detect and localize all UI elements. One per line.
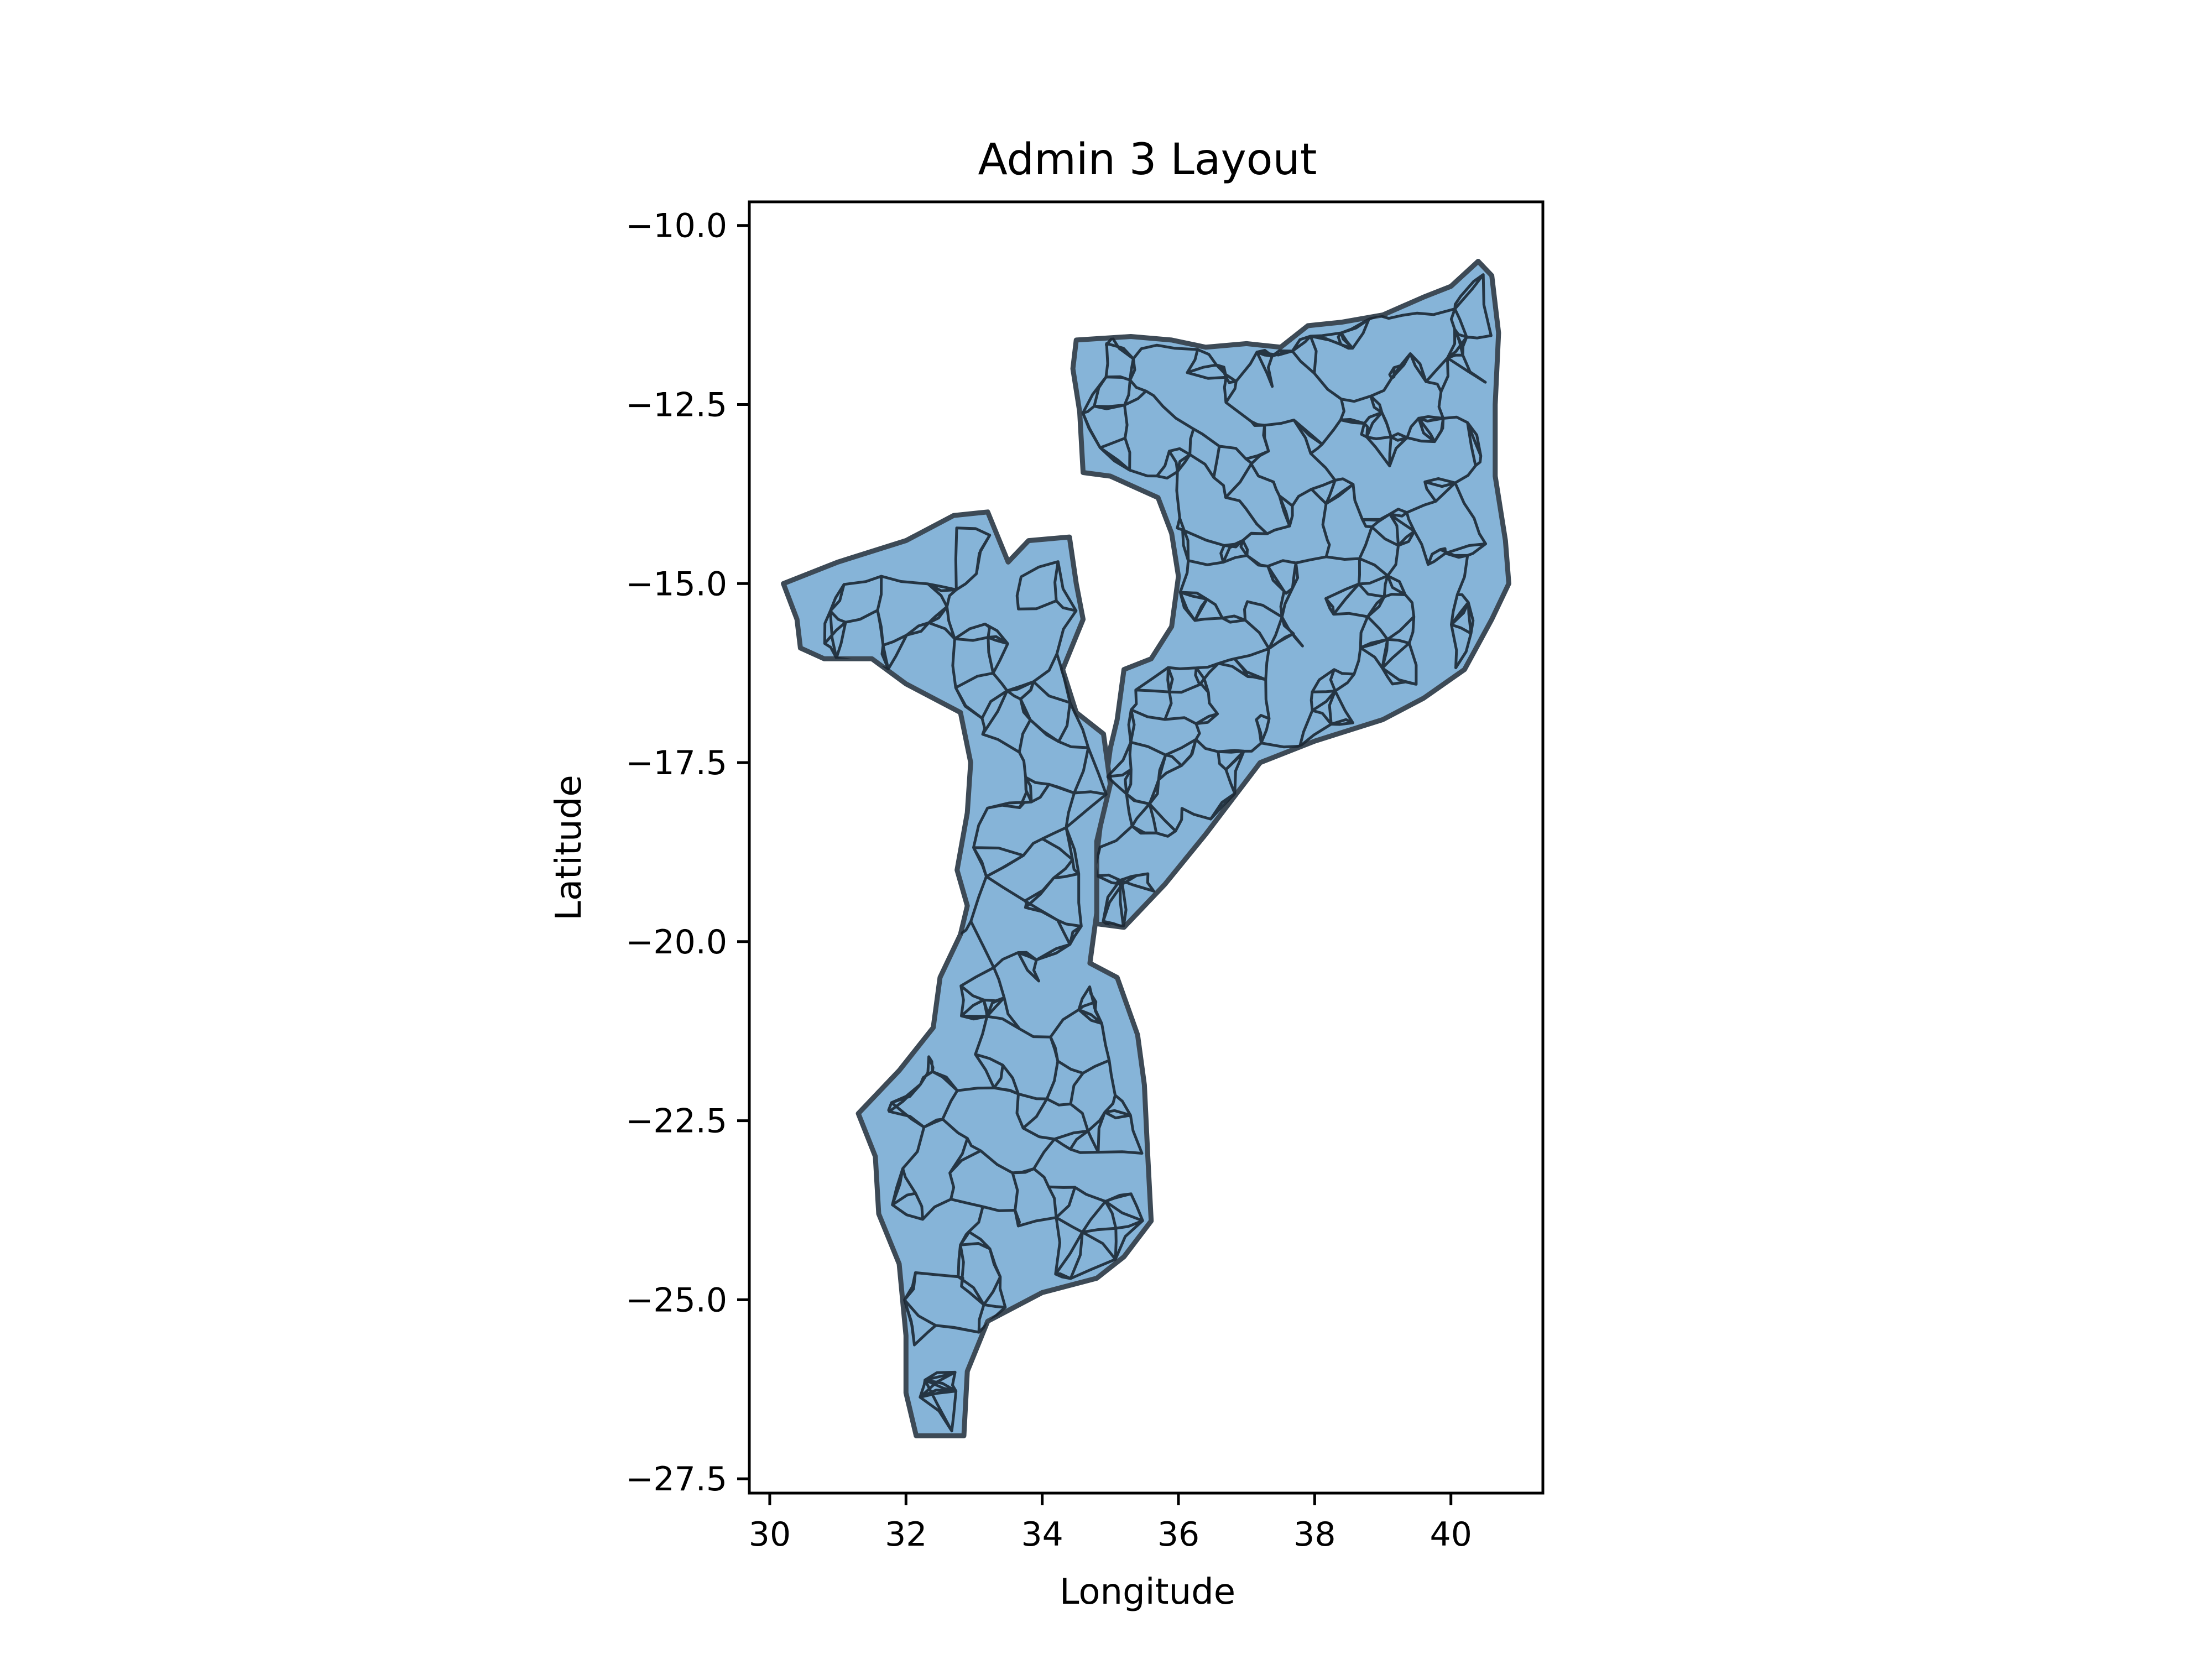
admin-boundary-lines xyxy=(1081,273,1493,927)
regions-layer xyxy=(781,259,1511,1438)
axes-frame xyxy=(748,200,1545,1495)
x-tick-label: 38 xyxy=(1293,1515,1335,1554)
y-tick-label: −20.0 xyxy=(625,923,727,962)
y-tick-label: −22.5 xyxy=(625,1102,727,1141)
y-axis-label: Latitude xyxy=(549,775,589,920)
admin-boundaries-west xyxy=(823,526,1144,1433)
y-tick-label: −15.0 xyxy=(625,565,727,603)
x-axis-ticks: 30 32 34 36 38 40 xyxy=(749,1493,1472,1554)
plot-area xyxy=(748,200,1545,1495)
y-tick-label: −10.0 xyxy=(625,207,727,246)
y-axis-ticks: −10.0 −12.5 −15.0 −17.5 −20.0 −22.5 −25.0 −27.5 xyxy=(625,207,749,1499)
x-tick-label: 40 xyxy=(1430,1515,1472,1554)
admin-boundaries-north xyxy=(1081,273,1493,927)
admin-boundaries-layer xyxy=(823,273,1493,1433)
y-tick-label: −27.5 xyxy=(625,1460,727,1499)
x-tick-label: 36 xyxy=(1157,1515,1199,1554)
x-tick-label: 30 xyxy=(749,1515,791,1554)
x-tick-label: 34 xyxy=(1021,1515,1063,1554)
chart-title: Admin 3 Layout xyxy=(978,135,1317,185)
x-tick-label: 32 xyxy=(885,1515,927,1554)
admin-boundary-lines xyxy=(823,526,1144,1433)
y-tick-label: −12.5 xyxy=(625,386,727,425)
x-axis-label: Longitude xyxy=(1060,1572,1235,1613)
y-tick-label: −17.5 xyxy=(625,744,727,782)
y-tick-label: −25.0 xyxy=(625,1281,727,1319)
